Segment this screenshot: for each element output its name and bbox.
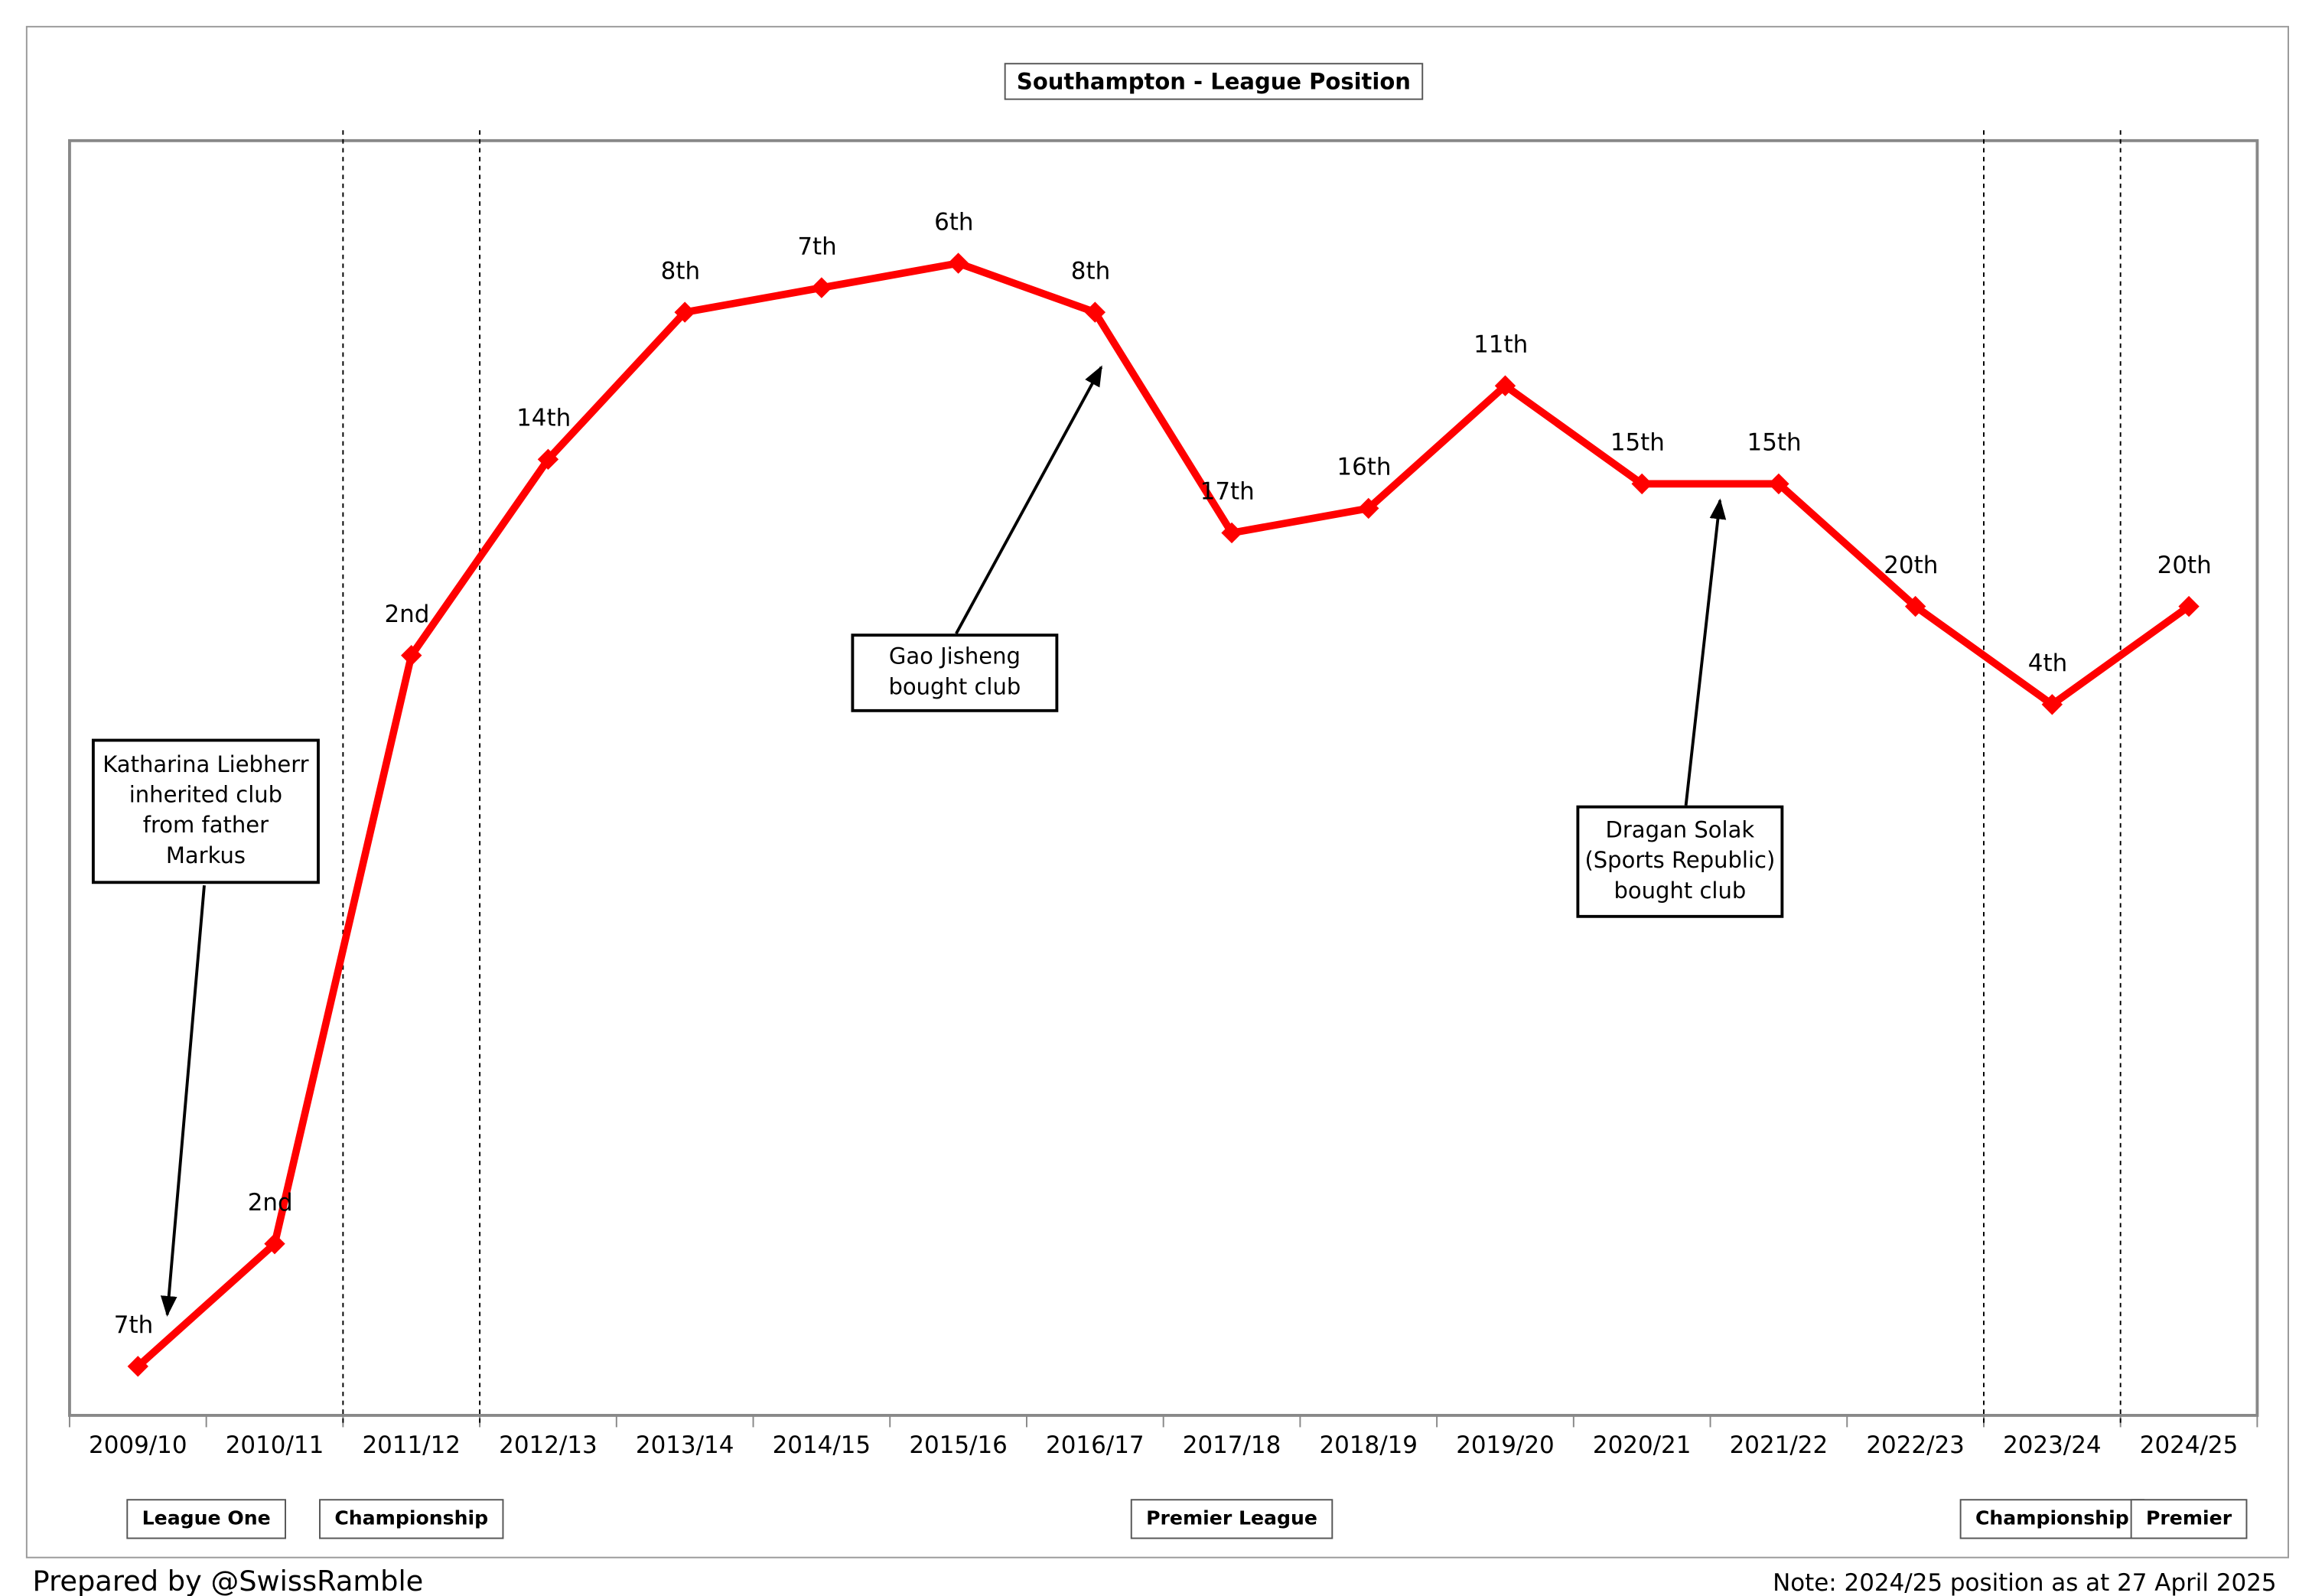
annotation-text: Katharina Liebherr bbox=[103, 751, 308, 777]
point-marker bbox=[127, 1356, 148, 1377]
point-marker bbox=[674, 301, 695, 323]
value-label: 20th bbox=[1884, 552, 1938, 579]
division-label: League One bbox=[142, 1506, 271, 1529]
annotation-box bbox=[91, 738, 320, 884]
division-label: Premier League bbox=[1146, 1506, 1317, 1529]
x-tick-label: 2022/23 bbox=[1866, 1432, 1965, 1459]
point-marker bbox=[1631, 473, 1653, 495]
point-marker bbox=[1768, 473, 1789, 495]
value-label: 17th bbox=[1200, 478, 1255, 506]
x-tick-label: 2018/19 bbox=[1319, 1432, 1418, 1459]
footer-left: Prepared by @SwissRamble bbox=[33, 1565, 424, 1596]
annotation-text: bought club bbox=[1614, 878, 1746, 904]
annotation-text: Markus bbox=[166, 842, 246, 868]
point-marker bbox=[401, 644, 422, 666]
point-marker bbox=[1494, 375, 1516, 396]
title-box bbox=[1004, 63, 1424, 100]
annotation-text: inherited club bbox=[129, 782, 282, 808]
point-marker bbox=[1221, 522, 1242, 544]
value-label: 2nd bbox=[248, 1189, 293, 1217]
annotation-arrow bbox=[1684, 498, 1727, 806]
x-tick-label: 2016/17 bbox=[1046, 1432, 1145, 1459]
point-marker bbox=[264, 1233, 285, 1255]
value-label: 15th bbox=[1747, 429, 1802, 457]
x-tick-label: 2017/18 bbox=[1183, 1432, 1281, 1459]
chart-title: Southampton - League Position bbox=[1017, 68, 1411, 94]
value-label: 2nd bbox=[384, 601, 429, 628]
x-tick-label: 2020/21 bbox=[1593, 1432, 1692, 1459]
value-label: 16th bbox=[1337, 454, 1391, 481]
value-label: 6th bbox=[934, 208, 973, 236]
annotation-arrow bbox=[955, 365, 1103, 635]
series-line bbox=[135, 259, 2191, 1370]
point-marker bbox=[1084, 301, 1106, 323]
x-tick-label: 2015/16 bbox=[909, 1432, 1008, 1459]
annotation-box bbox=[851, 634, 1059, 712]
x-tick-label: 2013/14 bbox=[636, 1432, 734, 1459]
point-marker bbox=[2178, 595, 2200, 617]
division-box bbox=[1130, 1499, 1333, 1539]
plot-area bbox=[67, 138, 2259, 1417]
value-label: 11th bbox=[1473, 331, 1528, 358]
x-tick-label: 2009/10 bbox=[89, 1432, 187, 1459]
value-label: 20th bbox=[2157, 552, 2212, 579]
outer-border bbox=[25, 25, 2290, 1559]
x-tick-label: 2012/13 bbox=[499, 1432, 598, 1459]
x-tick-label: 2023/24 bbox=[2003, 1432, 2102, 1459]
annotation-text: from father bbox=[143, 812, 269, 838]
x-tick-label: 2021/22 bbox=[1730, 1432, 1828, 1459]
value-label: 14th bbox=[516, 405, 571, 432]
value-label: 8th bbox=[1071, 257, 1110, 285]
value-label: 15th bbox=[1610, 429, 1665, 457]
point-marker bbox=[537, 448, 559, 471]
point-marker bbox=[1358, 497, 1379, 520]
x-tick-label: 2011/12 bbox=[362, 1432, 461, 1459]
footer-right: Note: 2024/25 position as at 27 April 20… bbox=[1773, 1569, 2276, 1596]
division-label: Championship bbox=[334, 1506, 488, 1529]
annotation-text: Gao Jisheng bbox=[889, 643, 1021, 669]
value-label: 7th bbox=[114, 1311, 153, 1339]
division-box bbox=[1959, 1499, 2145, 1539]
annotation-arrow bbox=[160, 885, 206, 1318]
annotation-text: (Sports Republic) bbox=[1584, 847, 1775, 873]
x-tick-label: 2019/20 bbox=[1456, 1432, 1555, 1459]
division-box bbox=[2130, 1499, 2248, 1539]
point-marker bbox=[947, 252, 969, 274]
division-box bbox=[319, 1499, 504, 1539]
annotation-text: bought club bbox=[888, 673, 1021, 699]
annotation-box bbox=[1576, 805, 1784, 918]
value-label: 7th bbox=[797, 233, 836, 260]
annotation-text: Dragan Solak bbox=[1606, 817, 1755, 843]
x-tick-label: 2010/11 bbox=[226, 1432, 324, 1459]
x-tick-label: 2024/25 bbox=[2140, 1432, 2239, 1459]
point-marker bbox=[811, 277, 832, 298]
x-tick-label: 2014/15 bbox=[773, 1432, 871, 1459]
value-label: 4th bbox=[2028, 650, 2067, 677]
division-label: Premier bbox=[2146, 1506, 2232, 1529]
value-label: 8th bbox=[661, 257, 700, 285]
division-label: Championship bbox=[1975, 1506, 2129, 1529]
division-box bbox=[126, 1499, 286, 1539]
